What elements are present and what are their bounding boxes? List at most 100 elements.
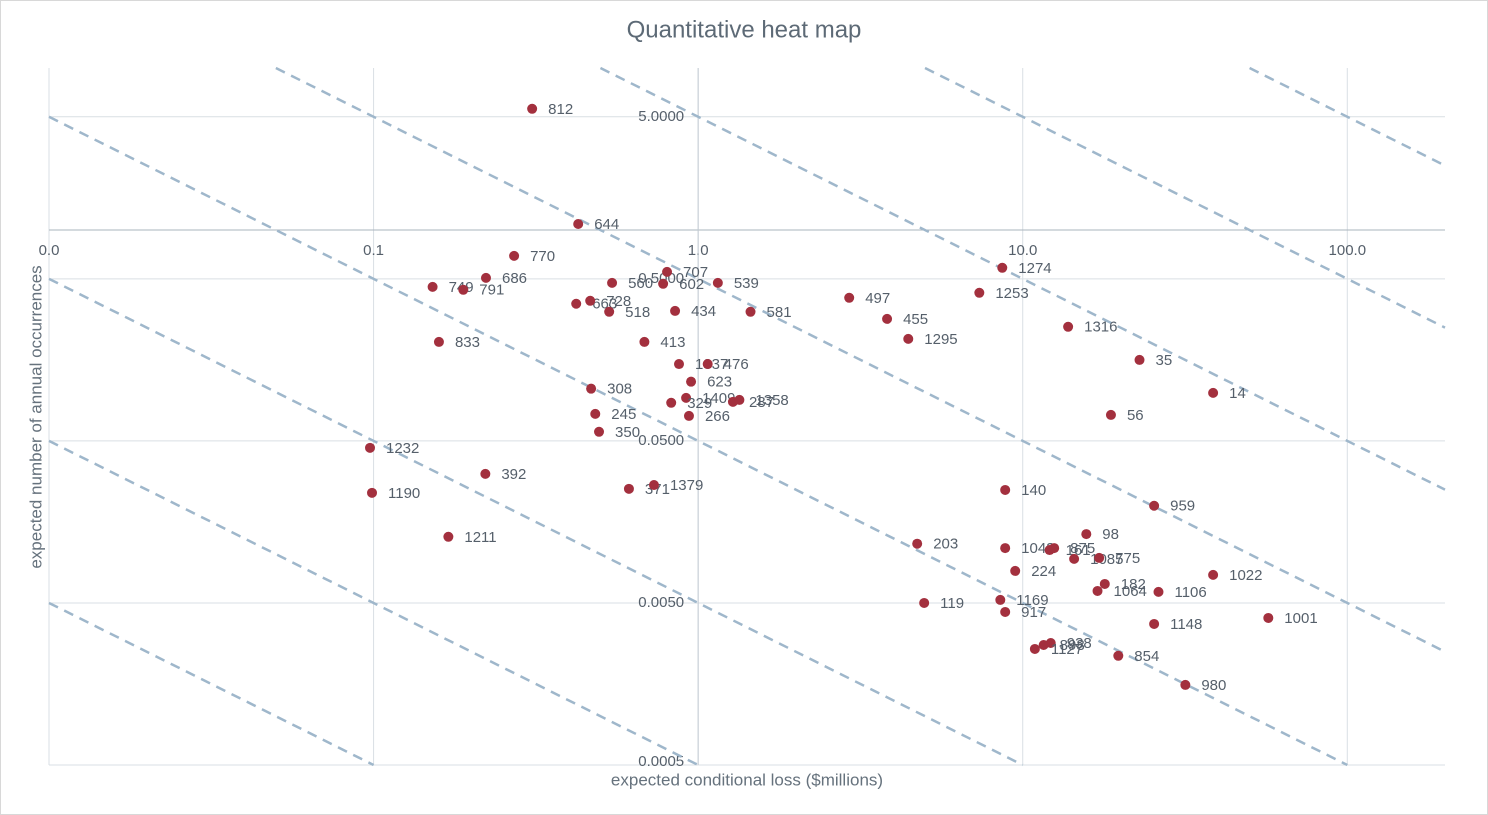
point [458,284,469,295]
iso-risk-line [275,66,1446,653]
y-tick-label: 0.0500 [638,432,684,449]
point-label: 602 [679,276,704,293]
point-label: 140 [1021,482,1046,499]
point-label: 917 [1021,604,1046,621]
point [433,336,444,347]
point-label: 980 [1201,677,1226,694]
point-label: 35 [1156,352,1173,369]
point-label: 854 [1134,648,1159,665]
point-label: 959 [1170,498,1195,515]
point-label: 1022 [1229,567,1262,584]
point [585,295,596,306]
point [1113,650,1124,661]
iso-risk-line [48,277,1024,767]
point-label: 350 [615,424,640,441]
y-tick-label: 0.0050 [638,594,684,611]
point-label: 1148 [1170,616,1202,633]
point-label: 898 [1060,637,1085,654]
point [712,277,723,288]
point-label: 833 [455,334,480,351]
point [1000,606,1011,617]
point [1149,618,1160,629]
point [1092,585,1103,596]
point [1180,679,1191,690]
iso-risk-line [924,66,1446,329]
point-label: 1190 [388,485,420,502]
point-label: 1211 [464,529,496,546]
y-axis-title: expected number of annual occurrences [26,265,45,568]
point-label: 518 [625,304,650,321]
point-label: 1001 [1284,610,1317,627]
iso-risk-line [48,439,699,767]
point-label: 1295 [924,331,957,348]
point-label: 497 [865,290,890,307]
point-label: 1127 [1051,641,1083,658]
point [443,531,454,542]
iso-risk-line [48,601,375,767]
point-label: 539 [734,275,759,292]
point [674,359,685,370]
point [527,103,538,114]
point [1149,500,1160,511]
point-label: 560 [628,275,653,292]
point-label: 1379 [670,477,703,494]
point-label: 770 [530,248,555,265]
point-label: 1232 [386,440,419,457]
point-label: 581 [767,304,792,321]
point-label: 1106 [1174,584,1206,601]
point [1263,612,1274,623]
point-label: 14 [1229,385,1246,402]
point [604,306,615,317]
point-label: 224 [1031,563,1056,580]
point [686,376,697,387]
point [974,287,985,298]
y-tick-label: 0.5000 [638,270,684,287]
point [480,272,491,283]
point [1094,552,1105,563]
point [666,397,677,408]
point [1153,586,1164,597]
point [683,410,694,421]
x-axis-title: expected conditional loss ($millions) [611,770,883,789]
point-label: 308 [607,381,632,398]
point-label: 413 [660,334,685,351]
point [367,487,378,498]
point-label: 1064 [1114,583,1147,600]
point-label: 707 [683,264,708,281]
point-label: 812 [548,101,573,118]
point-label: 623 [707,374,732,391]
point-label: 455 [903,311,928,328]
point [573,218,584,229]
point [1134,354,1145,365]
point [1099,578,1110,589]
point [997,262,1008,273]
point-label: 434 [691,303,716,320]
x-tick-label: 100.0 [1329,242,1367,259]
point [662,266,673,277]
point [1029,643,1040,654]
point-label: 182 [1121,576,1146,593]
point [919,597,930,608]
point [1208,387,1219,398]
point-label: 98 [1102,526,1119,543]
x-tick-label: 10.0 [1008,242,1037,259]
point-label: 1358 [755,392,788,409]
chart-title: Quantitative heat map [627,16,862,43]
point [480,468,491,479]
point [702,359,713,370]
point [1044,545,1055,556]
point-label: 938 [1067,635,1092,652]
point-label: 329 [687,395,712,412]
point-label: 1316 [1084,319,1117,336]
point-label: 1274 [1018,260,1051,277]
point [607,277,618,288]
point [509,250,520,261]
point [590,408,601,419]
point [427,281,438,292]
point [1000,543,1011,554]
point-label: 791 [479,282,504,299]
point-label: 287 [749,394,774,411]
point [1000,484,1011,495]
